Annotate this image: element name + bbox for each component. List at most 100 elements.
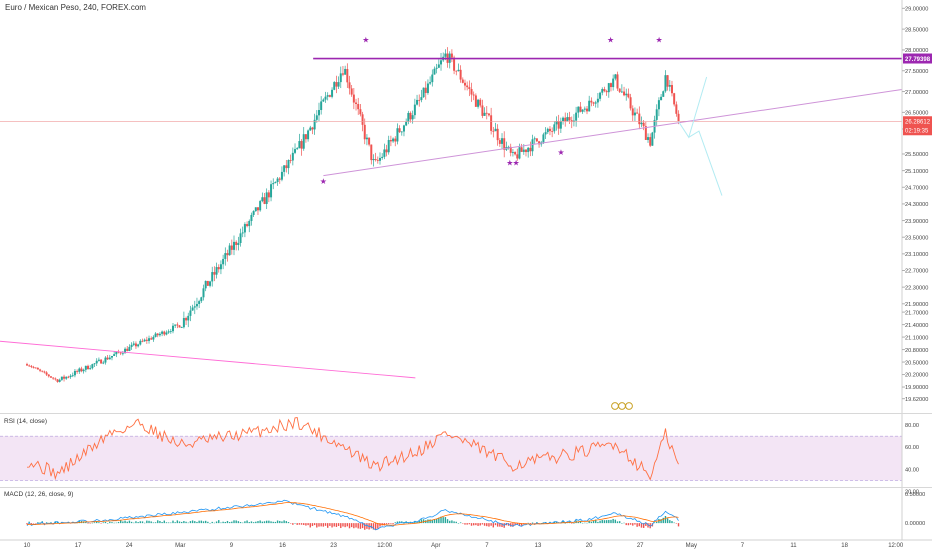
candle-down [87,365,90,370]
macd-histogram-bar [573,522,575,524]
candle-up [174,324,177,326]
candle-down [119,352,122,354]
candle-down [213,272,216,275]
candle-down [359,109,362,115]
candle-up [132,343,135,345]
macd-histogram-bar [255,521,257,524]
price-tick-label: 20.20000 [905,373,928,379]
macd-histogram-bar [104,521,107,524]
candle-up [259,201,262,211]
price-tick-label: 24.70000 [905,185,928,191]
candle-up [444,53,447,57]
macd-histogram-bar [307,523,309,526]
macd-histogram-bar [385,523,388,525]
candle-up [302,134,305,149]
macd-histogram-bar [342,523,344,527]
candle-down [538,141,541,145]
macd-histogram-bar [276,520,279,524]
candle-up [422,87,425,98]
candle-up [167,331,170,333]
price-tick-label: 23.50000 [905,235,928,241]
candle-down [481,105,484,116]
macd-histogram-bar [605,520,608,524]
macd-histogram-bar [96,521,98,524]
candle-up [416,99,419,105]
macd-histogram-bar [584,522,586,524]
candle-down [36,368,39,370]
candle-down [145,339,148,341]
candle-up [331,89,334,97]
time-tick-label: 13 [535,543,542,549]
candle-up [511,151,514,153]
macd-histogram-bar [357,523,359,529]
candle-up [309,127,312,131]
macd-histogram-bar [287,522,290,524]
candle-down [370,144,373,161]
star-marker: ★ [320,177,327,186]
macd-histogram-bar [191,520,194,524]
candle-down [516,154,519,159]
macd-histogram-bar [455,521,457,524]
candle-down [185,318,188,321]
candle-down [638,113,641,125]
macd-histogram-bar [440,516,442,524]
candle-down [357,103,360,110]
macd-histogram-bar [418,520,420,524]
macd-histogram-bar [111,522,113,524]
candle-down [54,378,57,380]
candle-down [376,159,379,161]
candle-up [583,108,586,110]
candle-down [479,99,482,106]
candle-down [34,367,37,369]
candle-down [285,165,288,169]
candle-up [272,183,275,185]
macd-histogram-bar [322,523,325,527]
candle-down [474,95,477,107]
macd-histogram-bar [163,520,165,524]
candle-down [677,113,680,122]
macd-histogram-bar [438,517,440,524]
macd-histogram-bar [364,523,366,530]
macd-histogram-bar [673,522,675,524]
candle-down [461,79,464,83]
price-tick-label: 24.30000 [905,202,928,208]
macd-histogram-bar [662,517,664,524]
event-marker-icon [618,402,626,410]
candle-down [300,141,303,149]
macd-histogram-bar [588,520,590,524]
macd-histogram-bar [218,520,220,524]
candle-down [28,365,31,367]
candle-up [239,233,242,243]
rsi-pane-border[interactable] [0,413,932,414]
candle-up [108,357,111,360]
candle-up [494,128,497,132]
candle-up [596,98,599,103]
candle-up [202,288,205,298]
macd-histogram-bar [309,523,311,528]
price-tick-label: 19.62000 [905,397,928,403]
candle-up [657,100,660,110]
candle-up [270,184,273,198]
macd-histogram-bar [165,522,168,524]
macd-histogram-bar [451,520,453,524]
candle-up [483,112,486,116]
macd-histogram-bar [494,523,497,526]
macd-histogram-bar [564,523,566,524]
candle-down [246,224,249,227]
candle-down [592,102,595,104]
macd-histogram-bar [150,521,152,524]
candle-down [514,151,517,155]
candle-up [365,137,368,140]
macd-histogram-bar [213,522,216,524]
macd-histogram-bar [396,521,399,524]
macd-histogram-bar [453,521,455,524]
candle-down [564,117,567,122]
macd-histogram-bar [666,518,669,524]
macd-pane-border[interactable] [0,487,932,488]
time-tick-label: 10 [24,543,31,549]
candle-down [463,82,466,86]
candle-up [566,117,569,122]
macd-histogram-bar [296,523,298,525]
